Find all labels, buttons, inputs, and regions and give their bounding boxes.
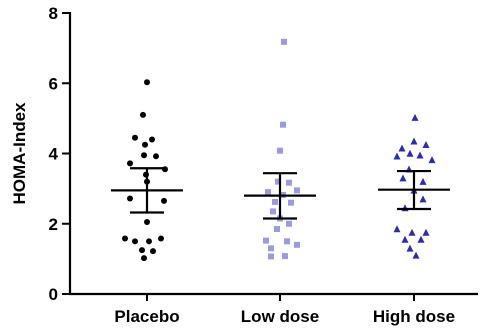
data-point bbox=[150, 248, 156, 255]
data-point bbox=[422, 140, 430, 148]
data-point bbox=[127, 195, 133, 202]
data-point bbox=[393, 152, 401, 160]
y-axis-title: HOMA-Index bbox=[10, 102, 29, 205]
data-point bbox=[411, 113, 419, 121]
data-point bbox=[132, 134, 138, 141]
data-point bbox=[288, 199, 294, 206]
data-point bbox=[153, 153, 159, 160]
data-point bbox=[268, 245, 274, 252]
data-point bbox=[161, 197, 167, 204]
data-point bbox=[144, 218, 150, 225]
data-point bbox=[275, 178, 281, 185]
data-point bbox=[408, 228, 416, 236]
data-point bbox=[284, 238, 290, 245]
data-point bbox=[272, 198, 278, 205]
data-point bbox=[122, 235, 128, 242]
data-point bbox=[280, 121, 286, 128]
x-category-label: High dose bbox=[373, 307, 455, 326]
y-ticks bbox=[62, 12, 415, 301]
error-bars bbox=[111, 167, 450, 220]
data-point bbox=[144, 79, 150, 86]
data-point bbox=[416, 151, 424, 159]
data-point bbox=[274, 226, 280, 233]
data-point bbox=[270, 208, 276, 215]
data-point bbox=[263, 237, 269, 244]
data-point bbox=[398, 144, 406, 152]
data-point bbox=[428, 156, 436, 164]
data-point bbox=[286, 179, 292, 186]
data-point bbox=[140, 111, 146, 118]
axes bbox=[68, 12, 478, 296]
y-tick-label: 8 bbox=[49, 4, 58, 23]
data-point bbox=[149, 136, 155, 143]
y-tick-label: 6 bbox=[49, 74, 58, 93]
y-tick-label: 0 bbox=[49, 285, 58, 304]
data-point bbox=[139, 247, 145, 254]
data-point bbox=[401, 235, 409, 243]
data-point bbox=[282, 253, 288, 260]
data-point bbox=[294, 187, 300, 194]
data-point bbox=[132, 238, 138, 245]
data-point bbox=[406, 244, 414, 252]
data-point bbox=[410, 137, 418, 145]
data-point bbox=[399, 174, 407, 182]
data-point bbox=[141, 152, 147, 159]
data-point bbox=[419, 177, 427, 185]
data-point bbox=[142, 141, 148, 148]
y-tick-labels: 0 2 4 6 8 bbox=[49, 4, 59, 304]
x-category-label: Low dose bbox=[241, 307, 319, 326]
data-point bbox=[393, 225, 401, 233]
data-point bbox=[141, 255, 147, 262]
data-point bbox=[422, 228, 430, 236]
x-category-label: Placebo bbox=[114, 307, 179, 326]
data-point bbox=[412, 251, 420, 259]
data-point bbox=[419, 195, 427, 203]
x-category-labels: Placebo Low dose High dose bbox=[114, 307, 455, 326]
y-tick-label: 4 bbox=[49, 145, 59, 164]
data-point bbox=[277, 147, 283, 154]
data-points bbox=[122, 38, 436, 262]
data-point bbox=[158, 235, 164, 242]
data-point bbox=[401, 204, 409, 212]
data-point bbox=[294, 241, 300, 248]
data-point bbox=[417, 235, 425, 243]
data-point bbox=[268, 253, 274, 260]
data-point bbox=[286, 220, 292, 227]
data-point bbox=[146, 238, 152, 245]
y-tick-label: 2 bbox=[49, 215, 58, 234]
data-point bbox=[281, 38, 287, 45]
data-point bbox=[406, 149, 414, 157]
data-point bbox=[265, 189, 271, 196]
data-point bbox=[127, 160, 133, 167]
